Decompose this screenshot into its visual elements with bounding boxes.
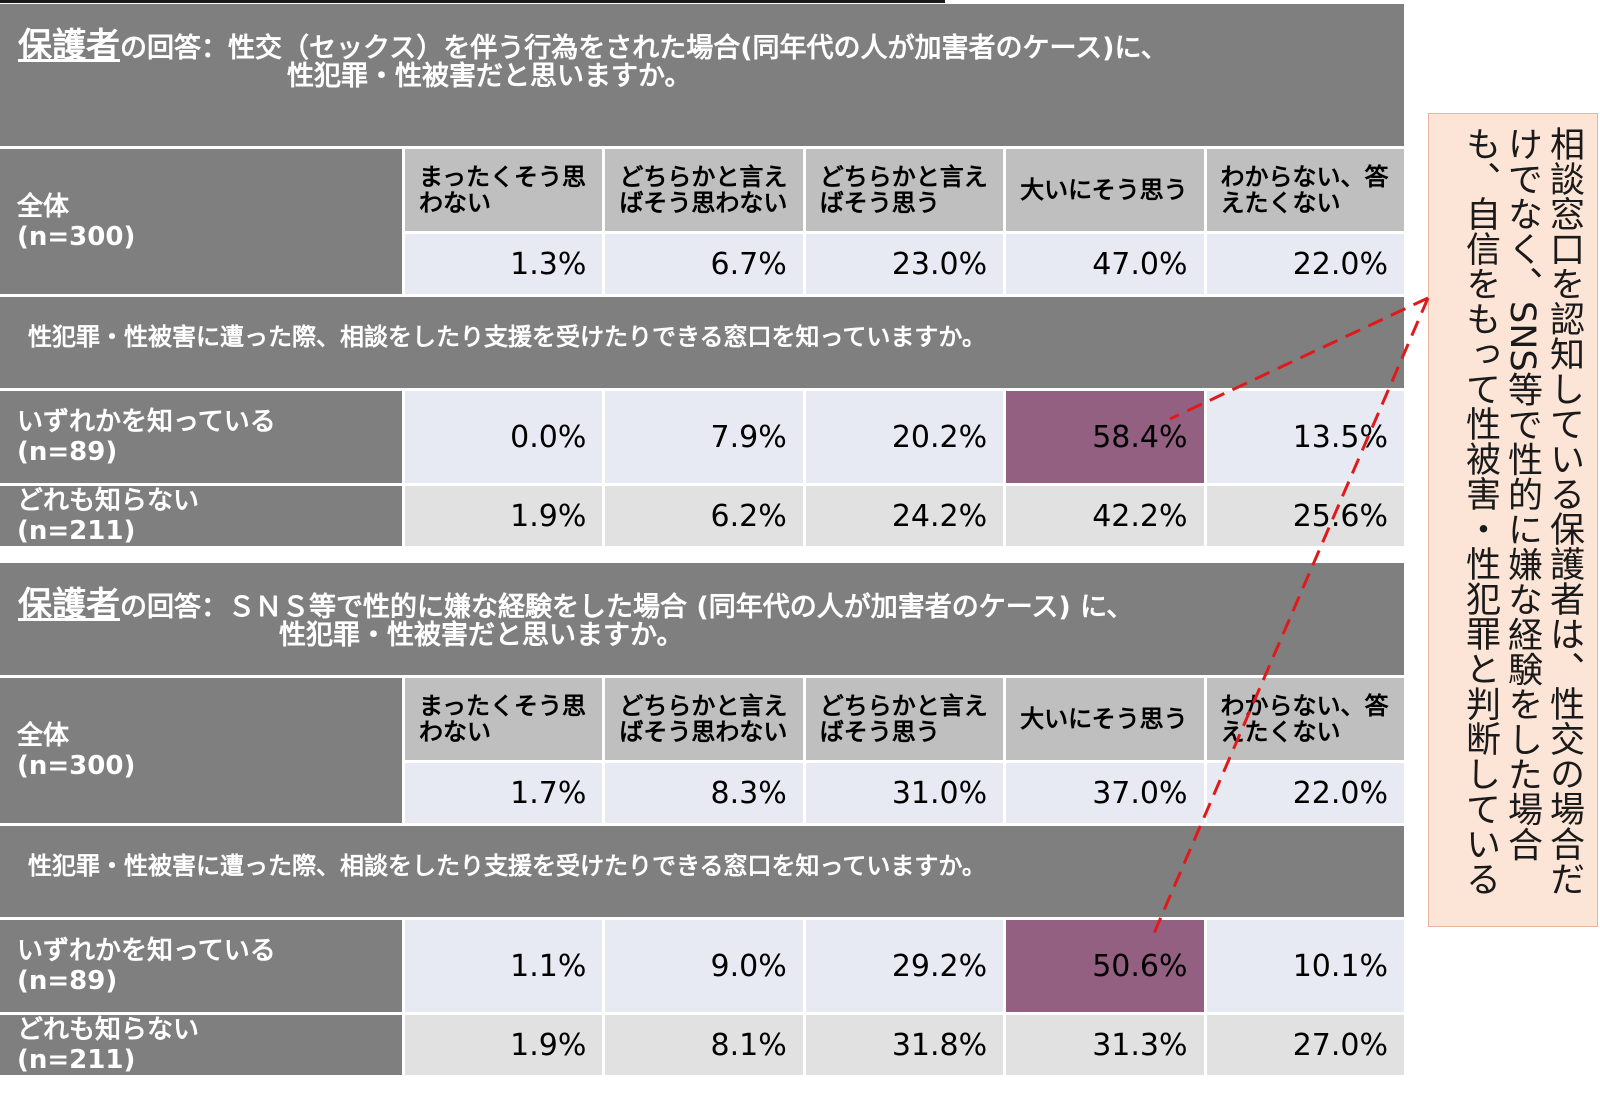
- leader-line-bottom: [1152, 298, 1428, 938]
- leader-line-top: [1170, 298, 1428, 419]
